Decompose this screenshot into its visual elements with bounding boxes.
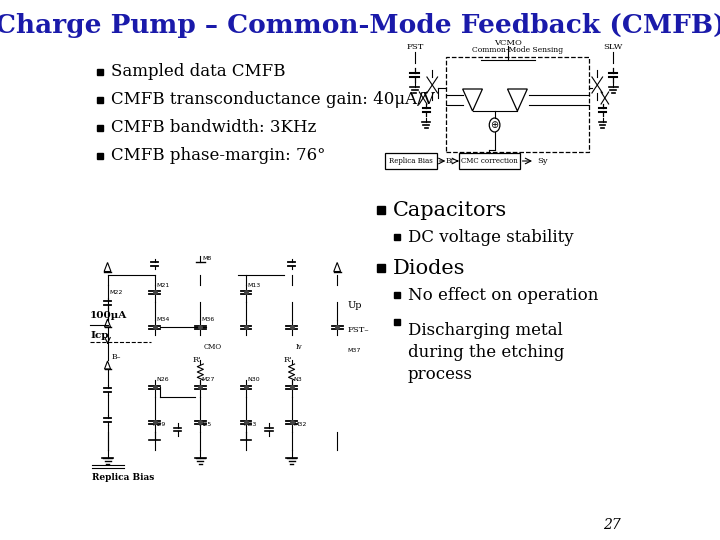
Text: DC voltage stability: DC voltage stability bbox=[408, 228, 574, 246]
Text: CMC correction: CMC correction bbox=[461, 157, 518, 165]
Text: Diodes: Diodes bbox=[392, 259, 465, 278]
Text: Capacitors: Capacitors bbox=[392, 200, 507, 219]
Text: M32: M32 bbox=[293, 422, 307, 427]
Text: CMFB bandwidth: 3KHz: CMFB bandwidth: 3KHz bbox=[111, 119, 316, 137]
Text: M27: M27 bbox=[202, 377, 215, 382]
Text: M13: M13 bbox=[248, 283, 261, 288]
Text: Sampled data CMFB: Sampled data CMFB bbox=[111, 64, 285, 80]
Text: B–: B– bbox=[112, 353, 121, 361]
Text: M8: M8 bbox=[202, 256, 212, 261]
Text: M29: M29 bbox=[153, 422, 166, 427]
Text: N3: N3 bbox=[293, 377, 302, 382]
Text: CMO: CMO bbox=[204, 343, 222, 351]
Text: ⊕: ⊕ bbox=[490, 120, 499, 130]
Text: Up: Up bbox=[348, 300, 362, 309]
Text: Sy: Sy bbox=[537, 157, 548, 165]
Bar bbox=[385, 153, 437, 169]
Text: N26: N26 bbox=[156, 377, 168, 382]
Text: M22: M22 bbox=[109, 289, 122, 294]
Text: M25: M25 bbox=[198, 422, 211, 427]
Text: SLW: SLW bbox=[603, 43, 623, 51]
Text: CMFB transconductance gain: 40μA/V: CMFB transconductance gain: 40μA/V bbox=[111, 91, 434, 109]
Text: Icp: Icp bbox=[90, 330, 109, 340]
Text: FST: FST bbox=[406, 43, 423, 51]
Text: Replica Bias: Replica Bias bbox=[389, 157, 433, 165]
Text: Discharging metal
during the etching
process: Discharging metal during the etching pro… bbox=[408, 322, 564, 383]
Text: M33: M33 bbox=[243, 422, 257, 427]
Text: VCMO: VCMO bbox=[495, 39, 522, 47]
Text: N30: N30 bbox=[248, 377, 260, 382]
Text: CMFB phase-margin: 76°: CMFB phase-margin: 76° bbox=[111, 147, 325, 165]
Text: 100µA: 100µA bbox=[90, 310, 127, 320]
Text: R': R' bbox=[284, 356, 292, 364]
Text: Common-Mode Sensing: Common-Mode Sensing bbox=[472, 46, 563, 54]
Text: Replica Bias: Replica Bias bbox=[92, 473, 155, 482]
Text: Br.: Br. bbox=[446, 157, 456, 165]
Text: 27: 27 bbox=[603, 518, 621, 532]
Text: FST–: FST– bbox=[348, 326, 369, 334]
Text: M37: M37 bbox=[348, 348, 361, 353]
Text: M34: M34 bbox=[156, 317, 170, 322]
Bar bbox=[446, 57, 589, 152]
Bar bbox=[459, 153, 520, 169]
Text: Iv: Iv bbox=[295, 343, 302, 351]
Text: No effect on operation: No effect on operation bbox=[408, 287, 598, 303]
Text: R': R' bbox=[193, 356, 202, 364]
Text: Charge Pump – Common-Mode Feedback (CMFB): Charge Pump – Common-Mode Feedback (CMFB… bbox=[0, 12, 720, 37]
Text: M36: M36 bbox=[202, 317, 215, 322]
Text: M21: M21 bbox=[156, 283, 169, 288]
